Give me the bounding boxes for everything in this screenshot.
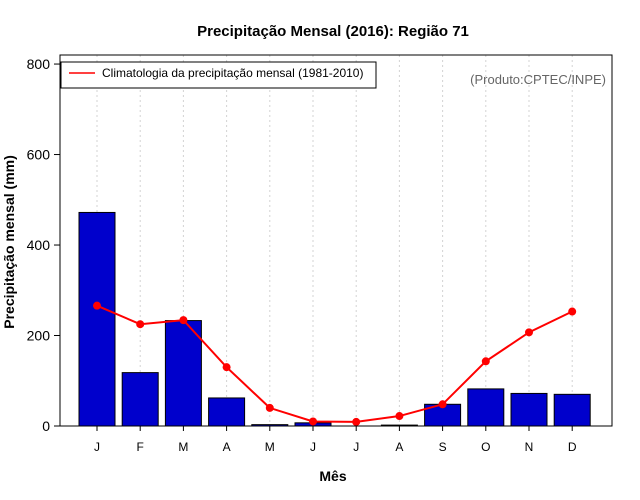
- y-tick-label: 400: [27, 237, 51, 253]
- legend: Climatologia da precipitação mensal (198…: [60, 61, 377, 89]
- x-axis-label: Mês: [319, 468, 346, 484]
- y-tick-label: 0: [42, 418, 50, 434]
- climatology-point: [222, 363, 231, 372]
- product-credit: (Produto:CPTEC/INPE): [470, 72, 606, 87]
- x-tick-label: N: [525, 440, 534, 454]
- y-tick-label: 600: [27, 147, 51, 163]
- y-axis-label: Precipitação mensal (mm): [1, 155, 17, 329]
- precip-bar: [121, 372, 159, 427]
- climatology-point: [438, 400, 447, 409]
- precip-bar: [467, 388, 505, 427]
- x-tick-label: S: [439, 440, 447, 454]
- x-tick-label: F: [137, 440, 144, 454]
- y-tick-label: 800: [27, 56, 51, 72]
- climatology-point: [93, 301, 101, 310]
- climatology-point: [309, 417, 317, 426]
- y-tick-label: 200: [27, 328, 51, 344]
- climatology-point: [481, 357, 490, 366]
- x-tick-label: J: [310, 440, 316, 454]
- grid-lines: [96, 55, 573, 426]
- climatology-point: [395, 412, 404, 421]
- x-tick-label: D: [568, 440, 577, 454]
- climatology-point: [179, 316, 188, 325]
- x-tick-label: M: [178, 440, 188, 454]
- x-tick-label: J: [94, 440, 100, 454]
- precip-bar: [164, 320, 202, 427]
- legend-label: Climatologia da precipitação mensal (198…: [102, 66, 363, 80]
- x-tick-label: J: [353, 440, 359, 454]
- precip-bar: [510, 392, 548, 427]
- precip-bar: [208, 397, 246, 427]
- legend-box: [60, 61, 377, 89]
- climatology-point: [265, 403, 274, 412]
- x-tick-label: A: [223, 440, 231, 454]
- y-axis: 0 200 400 600 800: [27, 56, 60, 434]
- x-tick-label: O: [481, 440, 490, 454]
- climatology-point: [525, 328, 533, 337]
- climatology-line: [96, 304, 573, 423]
- climatology-series: [93, 301, 577, 426]
- climatology-point: [352, 417, 361, 426]
- plot-frame: [59, 54, 613, 427]
- bar-series: [78, 211, 591, 427]
- x-tick-label: A: [395, 440, 403, 454]
- climatology-point: [136, 320, 145, 329]
- climatology-point: [568, 307, 577, 316]
- precip-bar: [78, 211, 116, 427]
- chart-title: Precipitação Mensal (2016): Região 71: [197, 23, 469, 40]
- precip-bar: [553, 393, 591, 427]
- x-tick-label: M: [265, 440, 275, 454]
